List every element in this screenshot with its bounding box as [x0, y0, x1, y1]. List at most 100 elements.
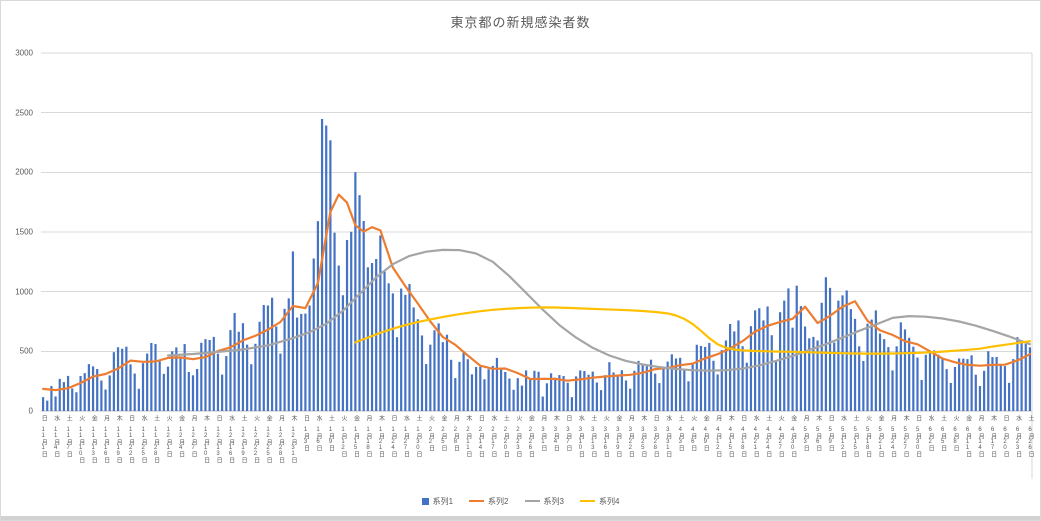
x-axis-label: 木 12月10日 [202, 415, 209, 463]
x-axis-label: 日 1月3日 [302, 415, 309, 451]
x-axis-label: 日 11月22日 [127, 415, 134, 463]
x-axis-label: 水 1月6日 [315, 415, 322, 451]
x-axis-label: 水 6月23日 [1014, 415, 1021, 457]
series3-label: 系列3 [543, 496, 564, 506]
x-axis-label: 月 12月28日 [277, 415, 284, 463]
x-axis-label: 木 4月15日 [727, 415, 734, 457]
x-axis-label: 水 1月27日 [402, 415, 409, 457]
legend-item-series4[interactable]: 系列4 [579, 496, 620, 507]
x-axis-label: 火 6月8日 [952, 415, 959, 451]
x-axis-label: 木 3月4日 [552, 415, 559, 451]
x-axis-label: 土 2月20日 [502, 415, 509, 457]
x-axis-label: 木 3月25日 [639, 415, 646, 457]
legend-item-series1[interactable]: 系列1 [421, 496, 454, 507]
x-axis-label: 金 12月4日 [177, 415, 184, 457]
x-axis-label: 水 2月17日 [489, 415, 496, 457]
chart-title: 東京都の新規感染者数 [450, 15, 591, 30]
x-axis-label: 土 11月7日 [65, 415, 72, 457]
x-axis-label: 木 1月21日 [377, 415, 384, 457]
x-axis-label: 土 4月24日 [764, 415, 771, 457]
x-axis-label: 月 11月16日 [102, 415, 109, 463]
series2-line-swatch-icon [469, 499, 485, 503]
series4-line-swatch-icon [579, 499, 595, 503]
legend-item-series3[interactable]: 系列3 [524, 496, 564, 507]
y-axis-label: 2500 [15, 108, 33, 118]
y-axis-label: 500 [19, 346, 33, 356]
x-axis-label: 土 6月26日 [1027, 415, 1034, 457]
y-axis-label: 1000 [15, 287, 33, 297]
y-axis-label: 3000 [15, 48, 33, 58]
x-axis-label: 月 3月22日 [627, 415, 634, 457]
x-axis-label: 月 4月12日 [714, 415, 721, 457]
x-axis-label: 火 4月6日 [689, 415, 696, 451]
x-axis-label: 日 5月9日 [827, 415, 834, 451]
series2-line [41, 193, 1032, 392]
x-axis-label: 土 11月28日 [152, 415, 159, 463]
x-axis-label: 水 11月25日 [140, 415, 147, 463]
x-axis-label: 金 4月30日 [789, 415, 796, 457]
bottom-strip [1, 516, 1040, 520]
series4-line [354, 306, 1032, 355]
x-axis-label: 水 5月12日 [839, 415, 846, 457]
x-axis-label: 土 4月3日 [677, 415, 684, 451]
x-axis-label: 木 12月31日 [290, 415, 297, 463]
x-axis-label: 日 12月13日 [215, 415, 222, 463]
x-axis-label: 金 3月19日 [614, 415, 621, 457]
x-axis-label: 水 4月21日 [752, 415, 759, 457]
x-axis-label: 火 12月22日 [252, 415, 259, 463]
x-axis-label: 金 5月21日 [877, 415, 884, 457]
x-axis-label: 水 11月4日 [52, 415, 59, 457]
y-axis-label: 1500 [15, 227, 33, 237]
x-axis-label: 土 6月5日 [939, 415, 946, 451]
legend: 系列1 系列2 系列3 系列4 [1, 493, 1040, 509]
x-axis-label: 水 3月31日 [664, 415, 671, 457]
x-axis-label: 日 3月7日 [564, 415, 571, 451]
bar-series [41, 118, 1032, 412]
x-axis-label: 金 11月13日 [90, 415, 97, 463]
x-axis-label: 火 5月18日 [864, 415, 871, 457]
x-axis-label: 木 5月6日 [814, 415, 821, 451]
x-axis-label: 日 3月28日 [652, 415, 659, 457]
x-axis-label: 火 2月23日 [514, 415, 521, 457]
x-axis-label: 月 1月18日 [365, 415, 372, 457]
x-axis-label: 火 3月16日 [602, 415, 609, 457]
x-axis-label: 木 6月17日 [989, 415, 996, 457]
x-axis-label: 土 5月15日 [852, 415, 859, 457]
x-axis-label: 金 2月5日 [439, 415, 446, 451]
x-axis-label: 月 3月1日 [539, 415, 546, 451]
x-axis-label: 水 12月16日 [227, 415, 234, 463]
x-axis-label: 日 4月18日 [739, 415, 746, 457]
x-axis-label: 金 4月9日 [702, 415, 709, 451]
x-axis-label: 日 11月1日 [40, 415, 47, 457]
y-axis-label: 2000 [15, 167, 33, 177]
x-axis-label: 金 12月25日 [265, 415, 272, 463]
x-axis-label: 火 11月10日 [77, 415, 84, 463]
x-axis-label: 火 1月12日 [340, 415, 347, 457]
x-axis-label: 土 3月13日 [589, 415, 596, 457]
x-axis-label: 火 2月2日 [427, 415, 434, 451]
x-axis-label: 水 3月10日 [577, 415, 584, 457]
x-axis-label: 木 11月19日 [115, 415, 122, 463]
x-axis-label: 月 5月3日 [802, 415, 809, 451]
x-axis-label: 土 1月9日 [327, 415, 334, 451]
series1-label: 系列1 [432, 496, 454, 506]
x-axis-label: 月 5月24日 [889, 415, 896, 457]
y-axis-label: 0 [28, 406, 33, 416]
x-axis-label: 火 12月1日 [165, 415, 172, 457]
x-axis-label: 火 4月27日 [777, 415, 784, 457]
y-axis-labels: 0 500 1000 1500 2000 2500 3000 [1, 1, 37, 520]
x-axis-labels: 日 11月1日水 11月4日土 11月7日火 11月10日金 11月13日月 1… [1, 415, 1040, 481]
x-axis-label: 土 1月30日 [414, 415, 421, 457]
x-axis-label: 金 1月15日 [352, 415, 359, 457]
series1-bar-swatch-icon [421, 497, 429, 505]
x-axis-label: 月 2月8日 [452, 415, 459, 451]
x-axis-label: 木 5月27日 [902, 415, 909, 457]
legend-item-series2[interactable]: 系列2 [469, 496, 509, 507]
series4-label: 系列4 [598, 496, 620, 506]
x-axis-label: 土 12月19日 [240, 415, 247, 463]
x-axis-label: 月 6月14日 [977, 415, 984, 457]
series3-line-swatch-icon [524, 499, 540, 503]
x-axis-label: 日 6月20日 [1002, 415, 1009, 457]
